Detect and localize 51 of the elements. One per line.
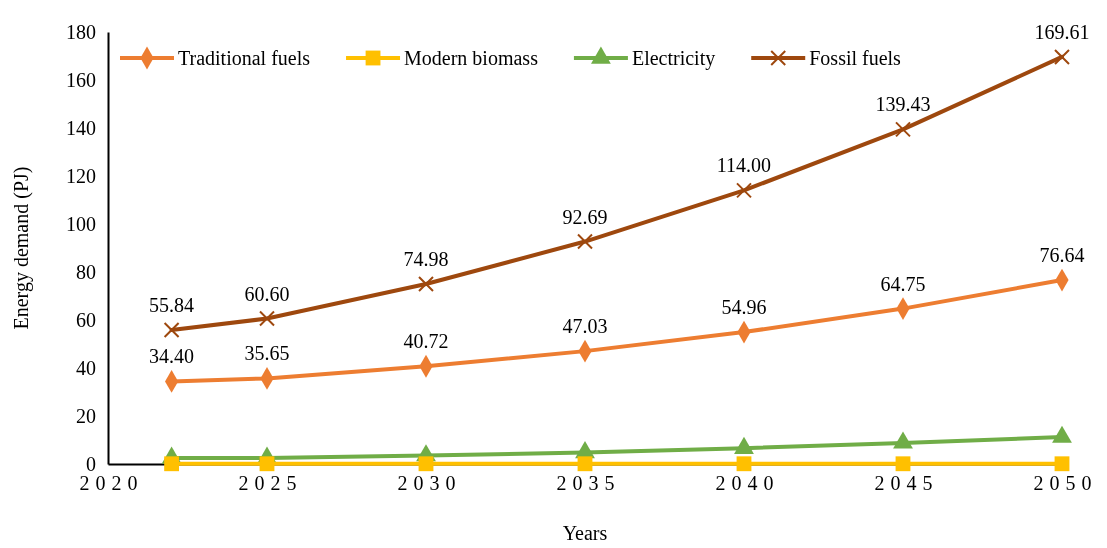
point: [736, 182, 752, 199]
point: [736, 456, 752, 472]
data-label: 54.96: [721, 296, 767, 319]
data-label: 114.00: [716, 154, 772, 177]
x-tick-label: 2050: [1033, 472, 1098, 495]
x-tick-label: 2020: [79, 472, 144, 495]
y-tick-label: 120: [66, 164, 96, 187]
y-tick-label: 0: [86, 452, 96, 475]
data-label: 92.69: [562, 205, 608, 228]
point: [577, 233, 593, 250]
data-label: 64.75: [880, 272, 926, 295]
point: [418, 456, 434, 472]
legend-label: Modern biomass: [404, 47, 539, 69]
data-label: 47.03: [562, 315, 608, 338]
data-label: 60.60: [244, 282, 290, 305]
x-tick-label: 2045: [874, 472, 939, 495]
data-label: 169.61: [1034, 20, 1090, 43]
data-label: 35.65: [244, 342, 290, 365]
legend-label: Fossil fuels: [809, 47, 902, 69]
point: [1054, 48, 1070, 65]
y-tick-label: 160: [66, 68, 96, 91]
x-axis-title: Years: [562, 522, 608, 544]
y-tick-label: 80: [76, 260, 96, 283]
point: [895, 456, 911, 472]
data-label: 74.98: [403, 248, 449, 271]
point: [1054, 456, 1070, 472]
y-tick-label: 60: [76, 308, 96, 331]
y-axis-title: Energy demand (PJ): [10, 166, 33, 330]
x-tick-label: 2030: [397, 472, 462, 495]
x-tick-label: 2025: [238, 472, 303, 495]
point: [895, 121, 911, 138]
point: [418, 276, 434, 293]
point: [164, 456, 180, 472]
point: [259, 310, 275, 327]
y-tick-label: 40: [76, 356, 96, 379]
x-tick-label: 2040: [715, 472, 780, 495]
data-label: 55.84: [149, 293, 195, 316]
data-label: 34.40: [149, 345, 195, 368]
legend-label: Traditional fuels: [178, 47, 311, 69]
y-tick-label: 20: [76, 404, 96, 427]
data-label: 139.43: [875, 93, 931, 116]
point: [577, 456, 593, 472]
point: [259, 456, 275, 472]
data-label: 76.64: [1039, 244, 1085, 267]
x-tick-label: 2035: [556, 472, 621, 495]
y-tick-label: 140: [66, 116, 96, 139]
point: [163, 321, 180, 338]
data-label: 40.72: [403, 330, 449, 353]
y-tick-label: 100: [66, 212, 96, 235]
legend-label: Electricity: [631, 47, 716, 70]
y-tick-label: 180: [66, 20, 96, 43]
